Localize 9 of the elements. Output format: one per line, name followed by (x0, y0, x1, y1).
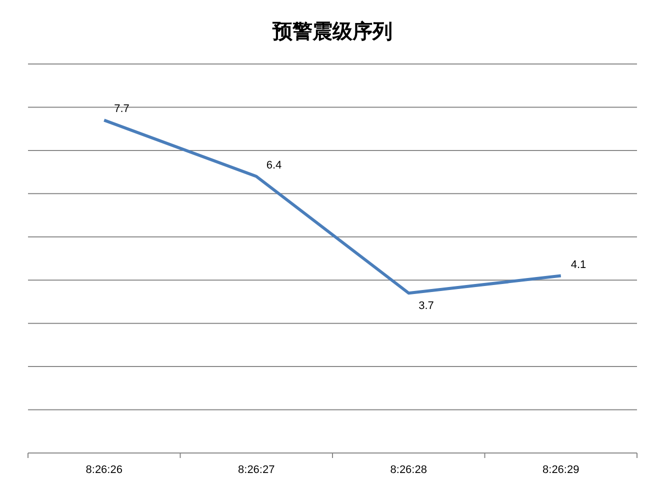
x-tick-label: 8:26:26 (86, 464, 122, 476)
data-label: 4.1 (570, 258, 586, 271)
data-label: 6.4 (266, 159, 282, 172)
x-tick-label: 8:26:27 (238, 464, 275, 476)
data-label: 7.7 (114, 103, 130, 116)
x-tick-label: 8:26:29 (542, 464, 580, 476)
data-label: 3.7 (418, 300, 434, 312)
chart-title: 预警震级序列 (272, 19, 392, 43)
x-tick-label: 8:26:28 (390, 464, 427, 476)
